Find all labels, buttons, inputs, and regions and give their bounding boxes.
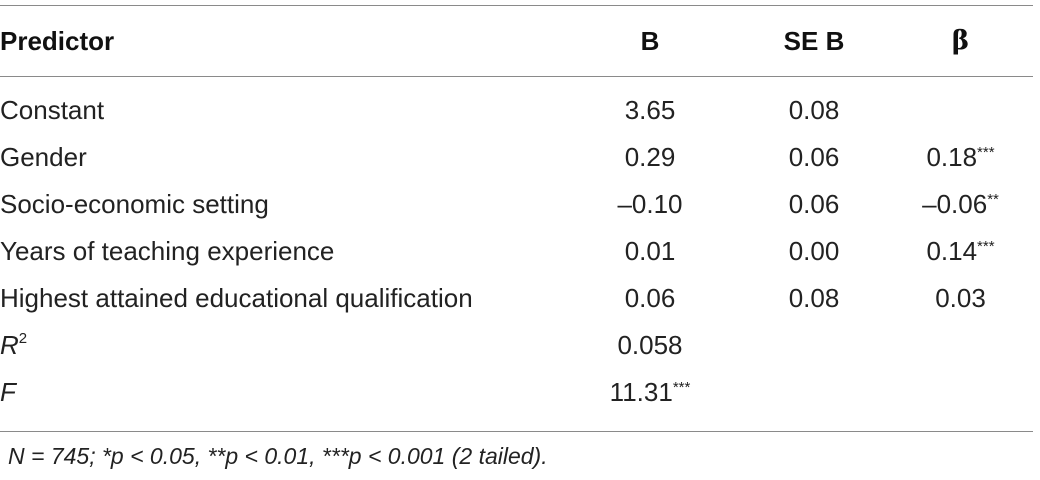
row-predictor: Socio-economic setting xyxy=(0,189,269,219)
header-predictor: Predictor xyxy=(0,25,115,56)
row-beta: 0.14*** xyxy=(888,228,1033,275)
r-label-superscript: 2 xyxy=(18,330,28,347)
row-predictor: Highest attained educational qualificati… xyxy=(0,283,473,313)
significance-stars: *** xyxy=(977,144,995,161)
header-row: Predictor B SE B β xyxy=(0,6,1033,76)
r-label: R xyxy=(0,330,19,360)
table-row: Years of teaching experience 0.01 0.00 0… xyxy=(0,228,1033,275)
bottom-rule xyxy=(0,431,1033,432)
beta-value: –0.06 xyxy=(922,189,988,219)
top-rule xyxy=(0,5,1033,6)
table-row: Socio-economic setting –0.10 0.06 –0.06*… xyxy=(0,181,1033,228)
row-predictor: Gender xyxy=(0,142,87,172)
row-b: –0.10 xyxy=(617,189,683,219)
f-stat-se-b xyxy=(740,369,888,416)
row-beta xyxy=(888,76,1033,134)
row-beta: 0.18*** xyxy=(888,134,1033,181)
significance-stars: *** xyxy=(672,379,691,396)
significance-stars: *** xyxy=(977,238,995,255)
row-beta: –0.06** xyxy=(888,181,1033,228)
beta-value: 0.18 xyxy=(926,142,978,172)
f-stat-value: 11.31*** xyxy=(560,369,740,416)
header-rule xyxy=(0,76,1033,77)
row-predictor: Years of teaching experience xyxy=(0,236,335,266)
table-footnote: N = 745; *p < 0.05, **p < 0.01, ***p < 0… xyxy=(8,443,548,469)
table-row: Constant 3.65 0.08 xyxy=(0,76,1033,134)
f-stat-row: F 11.31*** xyxy=(0,369,1033,416)
header-b: B xyxy=(640,25,660,56)
beta-value: 0.03 xyxy=(935,283,986,313)
header-se-b: SE B xyxy=(783,25,845,56)
beta-value: 0.14 xyxy=(926,236,978,266)
row-b: 0.06 xyxy=(624,283,676,313)
row-se-b: 0.08 xyxy=(788,283,840,313)
row-b: 3.65 xyxy=(624,95,676,125)
row-se-b: 0.06 xyxy=(788,189,840,219)
row-se-b: 0.08 xyxy=(788,95,840,125)
header-beta: β xyxy=(951,25,970,56)
r-squared-value: 0.058 xyxy=(617,330,683,360)
regression-table: Predictor B SE B β Constant 3.65 0.08 Ge… xyxy=(0,6,1033,416)
significance-stars: ** xyxy=(987,191,999,208)
f-stat-label: F xyxy=(0,369,560,416)
row-b: 0.29 xyxy=(624,142,676,172)
r-squared-se-b xyxy=(740,322,888,369)
table-row: Gender 0.29 0.06 0.18*** xyxy=(0,134,1033,181)
row-b: 0.01 xyxy=(624,236,676,266)
row-se-b: 0.06 xyxy=(788,142,840,172)
row-beta: 0.03 xyxy=(888,275,1033,322)
r-squared-label: R2 xyxy=(0,322,560,369)
row-predictor: Constant xyxy=(0,95,105,125)
table-row: Highest attained educational qualificati… xyxy=(0,275,1033,322)
row-se-b: 0.00 xyxy=(788,236,840,266)
f-stat-beta xyxy=(888,369,1033,416)
r-squared-beta xyxy=(888,322,1033,369)
f-value: 11.31 xyxy=(609,377,673,407)
f-label: F xyxy=(0,377,16,407)
r-squared-row: R2 0.058 xyxy=(0,322,1033,369)
